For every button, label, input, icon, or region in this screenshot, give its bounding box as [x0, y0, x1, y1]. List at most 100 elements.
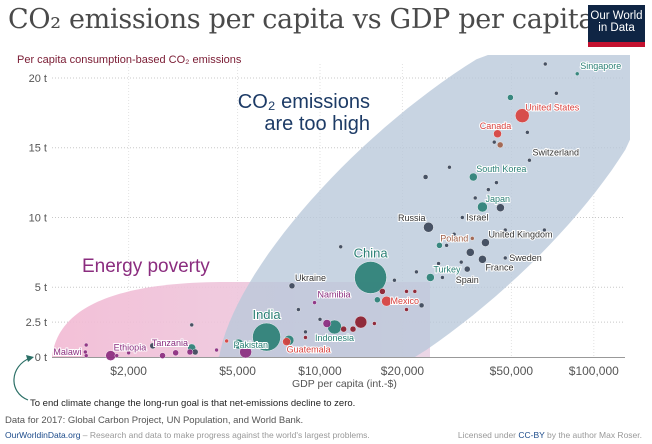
- owid-logo[interactable]: Our World in Data: [588, 5, 645, 47]
- data-point: [423, 222, 434, 233]
- point-label: Tanzania: [152, 338, 188, 348]
- x-axis-label: GDP per capita (int.-$): [292, 378, 397, 390]
- data-point: [172, 349, 179, 357]
- y-tick-label: 5 t: [35, 282, 47, 294]
- too-high-annotation-line-2: are too high: [264, 113, 370, 135]
- data-point: [84, 342, 89, 348]
- data-point: [252, 322, 281, 352]
- point-label: Switzerland: [532, 147, 579, 157]
- data-point: [503, 255, 508, 261]
- data-point: [515, 108, 530, 123]
- data-point: [459, 259, 464, 265]
- data-point: [436, 261, 441, 266]
- data-point: [418, 302, 425, 309]
- license-note: Licensed under CC-BY by the author Max R…: [458, 430, 642, 440]
- data-point: [338, 244, 343, 249]
- data-point: [414, 269, 419, 275]
- data-point: [543, 61, 548, 67]
- point-label: Indonesia: [315, 333, 354, 343]
- point-label: Guatemala: [287, 345, 331, 355]
- arrowhead-icon: [26, 355, 34, 362]
- point-label: Namibia: [318, 290, 351, 300]
- data-point: [496, 203, 505, 212]
- y-tick-label: 15 t: [29, 143, 47, 155]
- tagline-text: – Research and data to make progress aga…: [80, 430, 370, 440]
- energy-poverty-annotation: Energy poverty: [82, 256, 210, 277]
- data-point: [340, 325, 347, 333]
- point-label: United Kingdom: [488, 230, 552, 240]
- data-point: [542, 227, 547, 233]
- data-point: [83, 349, 88, 355]
- data-point: [493, 129, 502, 138]
- x-tick-label: $100,000: [569, 364, 619, 378]
- point-label: France: [485, 262, 513, 272]
- data-point: [469, 172, 478, 182]
- data-point: [481, 238, 490, 247]
- x-tick-label: $2,000: [110, 364, 147, 378]
- data-point: [233, 338, 244, 350]
- data-point: [303, 335, 308, 340]
- point-label: Poland: [440, 233, 468, 243]
- data-point: [214, 347, 219, 353]
- point-label: Ethiopia: [114, 343, 147, 353]
- data-point: [404, 289, 409, 294]
- data-point: [159, 352, 166, 359]
- x-tick-label: $20,000: [381, 364, 425, 378]
- data-point: [354, 315, 368, 329]
- point-label: Mexico: [391, 296, 420, 306]
- point-label: Malawi: [53, 347, 81, 357]
- data-point: [503, 227, 508, 233]
- point-label: India: [252, 307, 281, 322]
- owid-link[interactable]: OurWorldinData.org: [5, 430, 81, 440]
- point-label: Sweden: [509, 253, 542, 263]
- data-point: [525, 130, 530, 135]
- data-point: [189, 322, 194, 328]
- data-point: [440, 269, 445, 275]
- x-tick-label: $10,000: [298, 364, 342, 378]
- y-axis-label: Per capita consumption-based CO₂ emissio…: [17, 54, 242, 66]
- data-point: [478, 255, 487, 264]
- point-label: Canada: [480, 121, 512, 131]
- data-point: [447, 165, 452, 170]
- license-suffix: by the author Max Roser.: [544, 430, 642, 440]
- data-point: [494, 180, 499, 185]
- license-link[interactable]: CC-BY: [518, 430, 545, 440]
- data-point: [412, 289, 418, 294]
- point-label: Turkey: [433, 264, 461, 274]
- point-label: Singapore: [580, 61, 621, 71]
- y-tick-label: 2.5 t: [26, 317, 47, 329]
- license-prefix: Licensed under: [457, 430, 519, 440]
- data-point: [436, 242, 443, 249]
- data-point: [296, 307, 301, 312]
- data-point: [492, 139, 497, 145]
- data-point: [322, 319, 332, 328]
- data-point: [239, 345, 252, 359]
- data-point: [464, 265, 471, 273]
- logo-line-1: Our World: [590, 10, 643, 22]
- data-point: [126, 350, 131, 356]
- data-point: [473, 195, 478, 201]
- too-high-annotation-line-1: CO₂ emissions: [238, 91, 370, 113]
- data-point: [422, 174, 429, 180]
- chart-title: CO₂ emissions per capita vs GDP per capi…: [8, 4, 595, 35]
- point-label: Russia: [398, 213, 426, 223]
- data-point: [312, 300, 317, 305]
- data-point: [451, 232, 457, 237]
- data-point: [224, 338, 229, 344]
- y-tick-label: 0 t: [35, 352, 47, 364]
- data-point: [444, 243, 449, 248]
- data-points: [83, 61, 580, 361]
- y-tick-label: 20 t: [29, 73, 47, 85]
- point-label: Pakistan: [234, 340, 269, 350]
- point-labels: Singapore United States Canada Switzerland S…: [52, 60, 622, 358]
- data-point: [466, 248, 475, 257]
- data-point: [575, 71, 580, 76]
- data-point: [507, 94, 514, 101]
- data-point: [554, 91, 559, 96]
- x-tick-label: $5,000: [219, 364, 256, 378]
- source-note: Data for 2017: Global Carbon Project, UN…: [5, 415, 304, 426]
- point-label: Israel: [466, 212, 488, 222]
- logo-line-2: in Data: [598, 22, 635, 34]
